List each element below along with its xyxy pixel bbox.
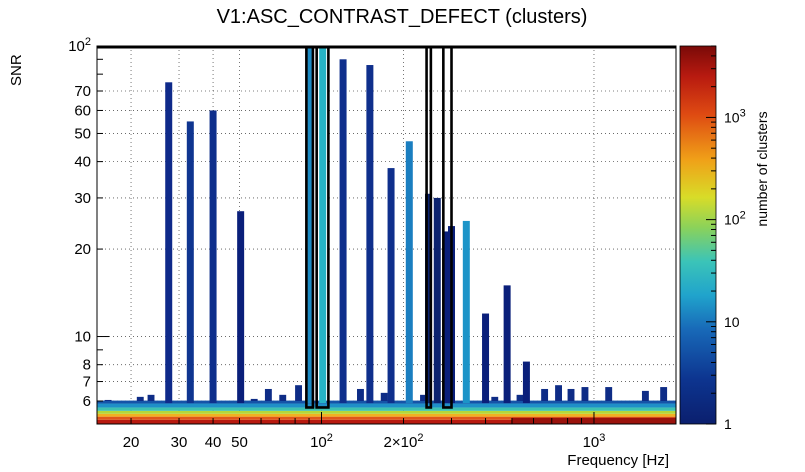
spike xyxy=(319,46,327,404)
y-axis: 6 78 10 20 30 40 50 60 70 102 xyxy=(68,36,109,425)
chart-title: V1:ASC_CONTRAST_DEFECT (clusters) xyxy=(217,6,588,28)
y-tick-label: 70 xyxy=(74,83,91,100)
colorbar-tick-label: 10 xyxy=(724,314,740,330)
band-bin xyxy=(264,388,272,401)
band-bin xyxy=(491,396,499,401)
band-bin xyxy=(541,388,549,401)
spike xyxy=(186,121,194,404)
y-tick-label: 50 xyxy=(74,125,91,142)
band-bin xyxy=(516,394,524,401)
x-tick-label: 102 xyxy=(310,432,333,451)
spike xyxy=(433,197,441,404)
highlight-box xyxy=(315,45,330,409)
spike xyxy=(405,141,413,404)
y-tick-label: 10 xyxy=(74,329,91,346)
spike xyxy=(522,361,530,404)
band-bin xyxy=(147,394,155,401)
spike xyxy=(387,168,395,404)
spike xyxy=(366,65,374,404)
band-bin xyxy=(136,396,144,401)
spike xyxy=(165,82,173,404)
band-bin xyxy=(295,385,302,401)
x-tick-label: 50 xyxy=(231,434,248,451)
spike xyxy=(306,46,314,404)
colorbar-tick-label: 1 xyxy=(724,416,732,432)
x-tick-label: 20 xyxy=(123,434,140,451)
spikes xyxy=(165,46,530,404)
band-bin xyxy=(641,390,649,401)
y-tick-label: 102 xyxy=(68,36,91,55)
y-tick-label: 6 xyxy=(83,393,91,410)
y-tick-label: 7 xyxy=(83,374,91,391)
band-bin xyxy=(660,387,668,401)
y-tick-label: 20 xyxy=(74,241,91,258)
spike xyxy=(503,285,511,404)
band-bin xyxy=(380,392,388,401)
colorbar-tick-label: 103 xyxy=(724,107,746,125)
band-bin xyxy=(567,388,575,401)
x-tick-label: 103 xyxy=(583,432,606,451)
y-tick-label: 8 xyxy=(83,357,91,374)
x-axis-label: Frequency [Hz] xyxy=(567,452,669,469)
band-layer xyxy=(97,413,676,417)
highlight-boxes xyxy=(97,45,676,409)
spike xyxy=(339,59,347,404)
band-bin xyxy=(605,387,613,401)
spike xyxy=(209,110,217,404)
colorbar xyxy=(679,45,717,425)
band-layer xyxy=(97,419,676,424)
highlight-box xyxy=(442,45,453,409)
spike xyxy=(443,231,451,404)
spike xyxy=(424,193,432,404)
band-layer xyxy=(97,400,676,404)
band-bin xyxy=(420,394,427,401)
band-bin xyxy=(555,385,562,401)
band-layer xyxy=(97,407,676,411)
highlight-box xyxy=(425,45,433,409)
y-tick-label: 40 xyxy=(74,154,91,171)
band-bin xyxy=(250,398,258,401)
band-bin xyxy=(279,394,287,401)
spike xyxy=(482,313,490,404)
band-bin xyxy=(581,387,589,401)
y-tick-label: 60 xyxy=(74,102,91,119)
colorbar-tick-label: 102 xyxy=(724,210,746,228)
band-layer xyxy=(97,403,676,408)
y-tick-label: 30 xyxy=(74,190,91,207)
plot-border xyxy=(96,45,677,425)
band-layer xyxy=(97,410,676,414)
x-tick-label: 2×102 xyxy=(384,432,424,451)
y-axis-label: SNR xyxy=(8,54,25,86)
band-bin xyxy=(104,399,112,401)
band-bin xyxy=(357,388,364,401)
spike xyxy=(462,220,470,404)
x-tick-label: 40 xyxy=(205,434,222,451)
band-layer xyxy=(97,416,676,420)
spike xyxy=(237,211,245,404)
plot-frame xyxy=(97,46,676,424)
colorbar-label: number of clusters xyxy=(754,111,770,226)
highlight-box xyxy=(305,45,315,409)
x-tick-label: 30 xyxy=(171,434,188,451)
